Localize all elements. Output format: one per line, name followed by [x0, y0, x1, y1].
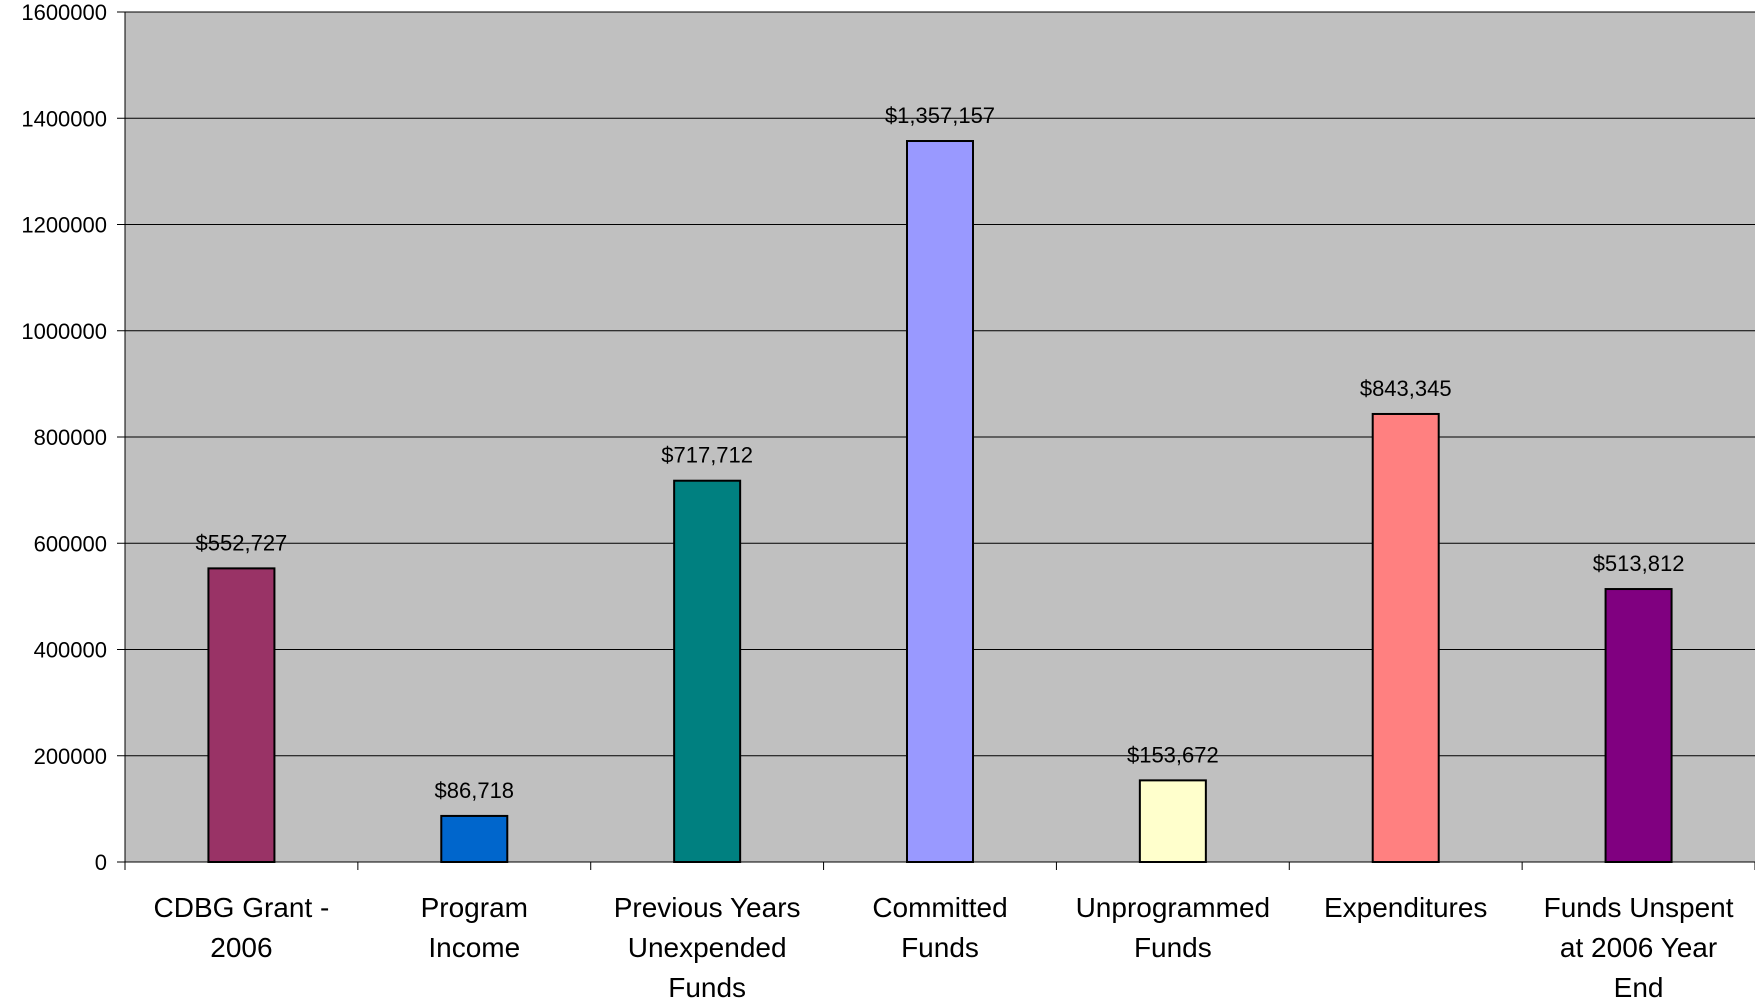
- bar: [673, 479, 742, 863]
- category-label-line: Funds: [901, 932, 979, 963]
- bar: [1138, 779, 1207, 864]
- category-label: Funds Unspent at 2006 Year End: [1544, 892, 1734, 1001]
- category-label-line: Funds: [668, 972, 746, 1001]
- y-tick-label: 200000: [34, 744, 107, 769]
- category-label-line: 2006: [210, 932, 272, 963]
- y-tick-label: 400000: [34, 638, 107, 663]
- category-label-line: Unexpended: [628, 932, 787, 963]
- category-labels: CDBG Grant - 2006 Program Income Previous Ye…: [154, 892, 1734, 1001]
- category-label-line: End: [1614, 972, 1664, 1001]
- category-label: Previous Years Unexpended Funds: [614, 892, 801, 1001]
- category-label-line: Income: [428, 932, 520, 963]
- category-label: Program Income: [421, 892, 528, 963]
- category-label-line: Funds: [1134, 932, 1212, 963]
- bar-value-label: $86,718: [435, 778, 515, 803]
- bar-value-label: $153,672: [1127, 742, 1219, 767]
- category-label: Unprogrammed Funds: [1076, 892, 1271, 963]
- category-label-line: Expenditures: [1324, 892, 1487, 923]
- category-label: Expenditures: [1324, 892, 1487, 923]
- bars: [207, 140, 1673, 864]
- y-tick-label: 1000000: [21, 319, 107, 344]
- data-labels: $552,727 $86,718 $717,712 $1,357,157 $153,67…: [196, 103, 1685, 803]
- y-tick-label: 600000: [34, 531, 107, 556]
- y-tick-label: 800000: [34, 425, 107, 450]
- bar-value-label: $843,345: [1360, 376, 1452, 401]
- y-axis-ticks: 0 200000 400000 600000 800000 1000000 1200000 1…: [21, 0, 125, 875]
- category-label: Committed Funds: [872, 892, 1007, 963]
- bar-value-label: $1,357,157: [885, 103, 995, 128]
- category-label-line: Unprogrammed: [1076, 892, 1271, 923]
- y-tick-label: 1200000: [21, 213, 107, 238]
- y-tick-label: 1600000: [21, 0, 107, 25]
- bar: [1371, 412, 1440, 863]
- category-label: CDBG Grant - 2006: [154, 892, 330, 963]
- y-tick-label: 0: [95, 850, 107, 875]
- category-label-line: Funds Unspent: [1544, 892, 1734, 923]
- bar: [906, 140, 974, 864]
- y-tick-label: 1400000: [21, 106, 107, 131]
- bar: [1604, 588, 1673, 863]
- bar-value-label: $717,712: [661, 443, 753, 468]
- bar-value-label: $552,727: [196, 530, 288, 555]
- category-label-line: Previous Years: [614, 892, 801, 923]
- category-label-line: Program: [421, 892, 528, 923]
- x-axis-ticks: [124, 862, 1755, 870]
- bar: [207, 567, 276, 863]
- category-label-line: at 2006 Year: [1560, 932, 1717, 963]
- category-label-line: CDBG Grant -: [154, 892, 330, 923]
- bar: [440, 814, 509, 864]
- bar-value-label: $513,812: [1593, 551, 1685, 576]
- category-label-line: Committed: [872, 892, 1007, 923]
